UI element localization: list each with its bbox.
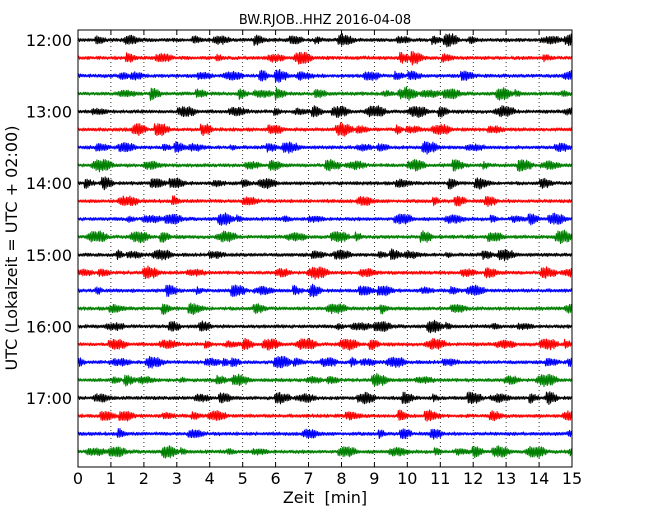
plot-frame [77, 29, 573, 468]
x-tick-label-2: 2 [139, 469, 149, 488]
trace-1445 [77, 229, 573, 245]
y-tick-label-1: 13:00 [26, 103, 72, 122]
trace-1300 [77, 105, 573, 119]
x-tick-label-13: 13 [496, 469, 516, 488]
x-tick-label-6: 6 [271, 469, 281, 488]
trace-1415 [77, 195, 573, 208]
x-tick-label-5: 5 [238, 469, 248, 488]
y-tick-label-3: 15:00 [26, 246, 72, 265]
y-tick-label-0: 12:00 [26, 31, 72, 50]
trace-1700 [77, 391, 573, 406]
trace-1500 [77, 248, 573, 262]
trace-1530 [77, 283, 573, 298]
chart-title: BW.RJOB..HHZ 2016-04-08 [239, 13, 411, 28]
trace-1200 [77, 33, 573, 48]
trace-1600 [77, 319, 573, 334]
trace-1215 [77, 50, 573, 66]
x-tick-labels: 0 1 2 3 4 5 6 7 8 9 10 11 12 13 14 15 [73, 469, 582, 488]
ticks [77, 30, 573, 467]
trace-1630 [77, 355, 573, 369]
x-tick-label-4: 4 [205, 469, 215, 488]
y-tick-labels: 12:00 13:00 14:00 15:00 16:00 17:00 [26, 31, 72, 408]
x-tick-label-14: 14 [529, 469, 549, 488]
y-tick-label-2: 14:00 [26, 174, 72, 193]
trace-1745 [77, 445, 573, 459]
trace-1430 [77, 212, 573, 226]
trace-1315 [77, 122, 573, 137]
x-axis-label: Zeit [min] [283, 488, 367, 507]
x-tick-label-11: 11 [430, 469, 450, 488]
x-tick-label-1: 1 [106, 469, 116, 488]
y-tick-label-5: 17:00 [26, 389, 72, 408]
grid-lines [110, 30, 540, 467]
trace-1400 [77, 176, 573, 191]
trace-1645 [77, 372, 573, 388]
x-tick-label-12: 12 [463, 469, 483, 488]
trace-1715 [77, 409, 573, 422]
trace-layer [77, 33, 573, 459]
trace-1545 [77, 302, 573, 316]
y-axis-label: UTC (Lokalzeit = UTC + 02:00) [2, 126, 21, 371]
x-tick-label-0: 0 [73, 469, 83, 488]
trace-1345 [77, 158, 573, 173]
x-tick-label-9: 9 [369, 469, 379, 488]
x-tick-label-15: 15 [562, 469, 582, 488]
y-tick-label-4: 16:00 [26, 317, 72, 336]
trace-1730 [77, 428, 573, 440]
trace-1515 [77, 265, 573, 280]
x-tick-label-7: 7 [303, 469, 313, 488]
trace-1615 [77, 337, 573, 351]
trace-1245 [77, 86, 573, 101]
trace-1230 [77, 68, 573, 83]
x-tick-label-3: 3 [172, 469, 182, 488]
x-tick-label-8: 8 [336, 469, 346, 488]
x-tick-label-10: 10 [397, 469, 417, 488]
trace-1330 [77, 141, 573, 155]
